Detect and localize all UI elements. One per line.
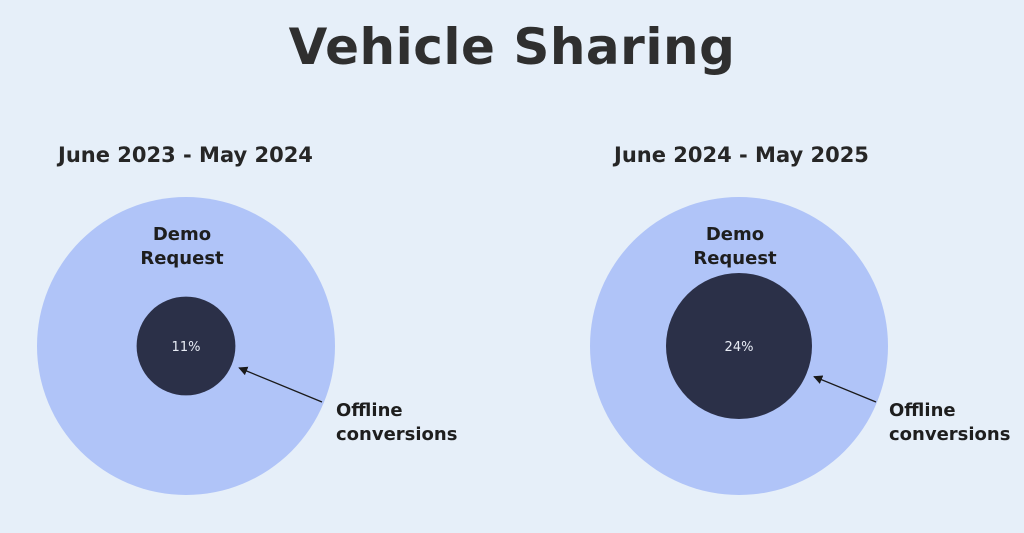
inner-circle-2 <box>666 273 812 419</box>
annotation-label-1-line-2: conversions <box>336 424 457 445</box>
annotation-label-2-line-2: conversions <box>889 424 1010 445</box>
inner-value-label-2: 24% <box>725 340 754 355</box>
outer-label-1-line-2: Request <box>140 248 224 269</box>
inner-circle-1 <box>136 296 236 396</box>
outer-label-2-line-2: Request <box>693 248 777 269</box>
annotation-label-1-line-1: Offline <box>336 400 403 421</box>
annotation-arrow-2 <box>813 375 877 403</box>
panel-title-2023-2024: June 2023 - May 2024 <box>58 143 313 167</box>
inner-value-label-1: 11% <box>172 340 201 355</box>
annotation-arrow-1 <box>238 366 323 403</box>
annotation-label-2-line-1: Offline <box>889 400 956 421</box>
panel-title-2024-2025: June 2024 - May 2025 <box>614 143 869 167</box>
outer-label-1-line-1: Demo <box>153 224 211 245</box>
outer-label-2-line-1: Demo <box>706 224 764 245</box>
page-title: Vehicle Sharing <box>288 18 736 76</box>
